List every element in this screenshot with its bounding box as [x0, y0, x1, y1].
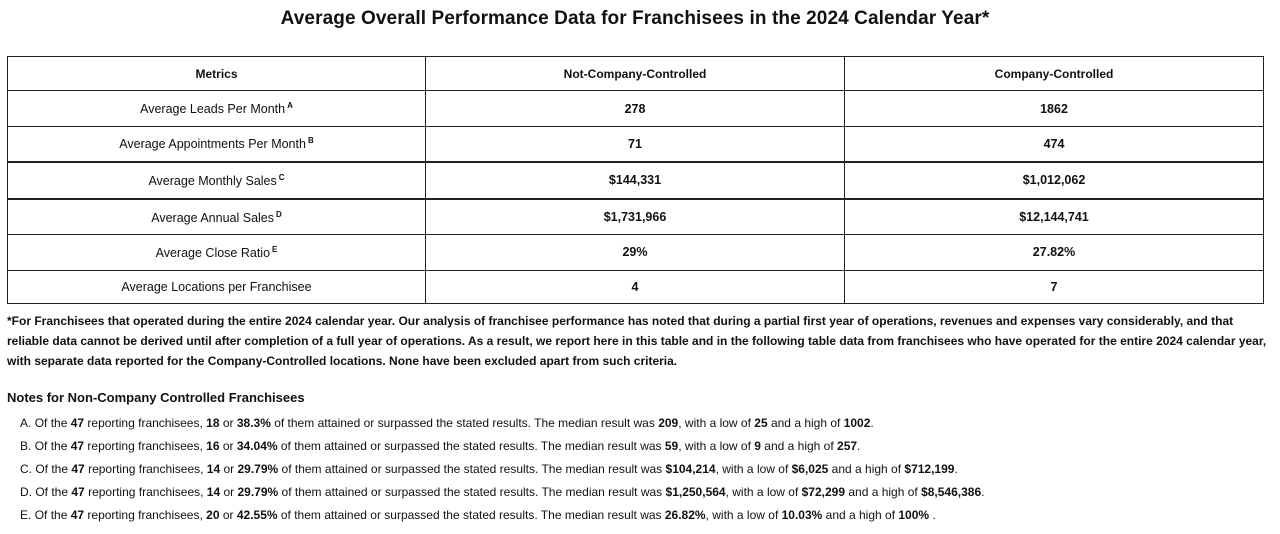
table-row: Average Locations per Franchisee 4 7: [7, 269, 1264, 305]
ncc-value: 71: [425, 125, 845, 163]
note-letter: E.: [20, 508, 32, 522]
metric-footnote-marker: D: [276, 209, 282, 219]
note-item: A. Of the 47 reporting franchisees, 18 o…: [20, 416, 874, 430]
ncc-value: $1,731,966: [425, 198, 845, 236]
metric-cell: Average Appointments Per Month B: [7, 125, 426, 163]
column-header-company-controlled: Company-Controlled: [844, 55, 1264, 92]
metric-cell: Average Close Ratio E: [7, 234, 426, 271]
metric-label: Average Appointments Per Month: [119, 137, 306, 152]
table-row: Average Appointments Per Month B 71 474: [7, 125, 1264, 163]
ncc-value: 29%: [425, 234, 845, 271]
cc-value: $1,012,062: [844, 160, 1264, 200]
ncc-value: 4: [425, 269, 845, 305]
table-row: Average Monthly Sales C $144,331 $1,012,0…: [7, 160, 1264, 200]
ncc-value: $144,331: [425, 160, 845, 200]
notes-heading: Notes for Non-Company Controlled Franchi…: [7, 390, 305, 405]
note-letter: D.: [20, 485, 32, 499]
note-item: B. Of the 47 reporting franchisees, 16 o…: [20, 439, 861, 453]
cc-value: $12,144,741: [844, 198, 1264, 236]
note-item: C. Of the 47 reporting franchisees, 14 o…: [20, 462, 958, 476]
metric-footnote-marker: B: [307, 136, 314, 146]
metric-label: Average Leads Per Month: [140, 102, 286, 117]
metric-label: Average Monthly Sales: [148, 173, 277, 188]
table-row: Average Leads Per Month A 278 1862: [7, 90, 1264, 127]
table-header-row: Metrics Not-Company-Controlled Company-C…: [7, 55, 1264, 92]
metric-cell: Average Monthly Sales C: [7, 160, 426, 200]
ncc-value: 278: [425, 90, 845, 127]
column-header-metrics: Metrics: [7, 55, 426, 92]
column-header-not-company-controlled: Not-Company-Controlled: [425, 55, 845, 92]
notes-list: A. Of the 47 reporting franchisees, 18 o…: [20, 413, 984, 528]
table-row: Average Close Ratio E 29% 27.82%: [7, 234, 1264, 271]
note-item: E. Of the 47 reporting franchisees, 20 o…: [20, 508, 936, 522]
table-row: Average Annual Sales D $1,731,966 $12,144…: [7, 198, 1264, 236]
note-letter: C.: [20, 462, 32, 476]
page-title: Average Overall Performance Data for Fra…: [280, 8, 990, 29]
cc-value: 1862: [844, 90, 1264, 127]
metric-label: Average Locations per Franchisee: [121, 279, 312, 294]
note-letter: B.: [20, 439, 32, 453]
table-footnote: *For Franchisees that operated during th…: [7, 314, 1267, 368]
metric-cell: Average Annual Sales D: [7, 198, 426, 236]
metric-label: Average Close Ratio: [155, 245, 271, 260]
metric-label: Average Annual Sales: [151, 210, 274, 225]
metric-cell: Average Leads Per Month A: [7, 90, 426, 127]
performance-table: Metrics Not-Company-Controlled Company-C…: [7, 55, 1264, 305]
metric-footnote-marker: A: [287, 101, 293, 111]
note-item: D. Of the 47 reporting franchisees, 14 o…: [20, 485, 985, 499]
note-letter: A.: [20, 416, 32, 430]
metric-cell: Average Locations per Franchisee: [7, 269, 426, 305]
cc-value: 474: [844, 125, 1264, 163]
metric-footnote-marker: C: [278, 172, 285, 182]
cc-value: 27.82%: [844, 234, 1264, 271]
metric-footnote-marker: E: [272, 244, 278, 254]
cc-value: 7: [844, 269, 1264, 305]
